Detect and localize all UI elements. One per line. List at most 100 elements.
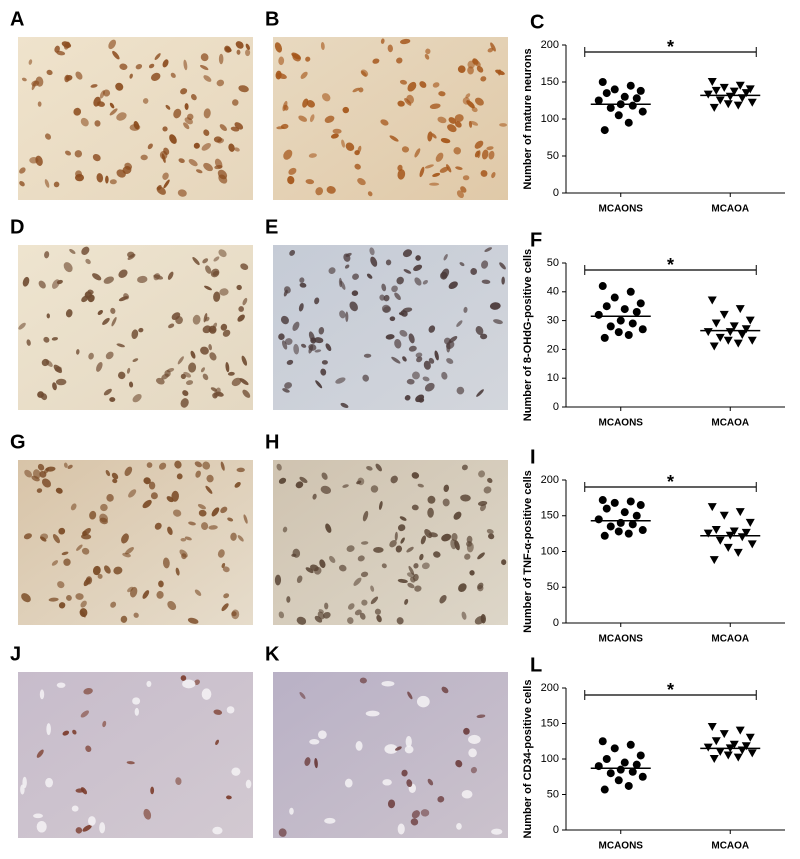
data-point [745,316,755,325]
data-point [707,78,717,86]
cell [241,355,248,366]
cell [97,573,103,579]
cell [127,253,136,260]
cell [298,303,304,312]
cell [487,47,494,53]
cell [203,108,211,119]
cell [446,358,454,364]
cell [424,54,430,60]
cell [75,593,84,600]
cell [238,306,244,312]
cell [128,489,137,498]
data-point [733,339,743,348]
cell [239,378,249,386]
cell [305,179,315,185]
data-point [614,111,623,120]
cell [329,555,336,563]
cell [148,63,155,69]
data-point [620,305,629,314]
vacuole [226,706,235,714]
cell [385,334,395,340]
cell [437,116,447,124]
cell [156,377,165,385]
cell [195,169,203,174]
cell [167,600,177,611]
data-point [610,498,619,507]
cell [495,69,505,76]
vacuole [461,789,473,799]
cell [363,353,372,358]
cell [357,555,365,562]
cell [142,590,150,599]
cell [314,337,324,344]
cell [85,745,92,753]
cell [201,142,211,151]
cell [469,570,475,576]
data-point [709,755,719,763]
data-point [598,496,607,505]
x-tick-label: MCAOA [711,418,749,429]
cell [45,360,53,367]
cell [169,134,177,144]
cell [184,536,192,541]
cell [446,164,452,173]
cell [308,343,317,351]
cell [70,503,77,511]
cell [112,50,120,60]
cell [278,333,285,340]
cell [399,330,408,337]
cell [481,260,489,269]
cell [453,147,462,155]
data-point [723,751,733,760]
cell [75,71,83,80]
data-point [602,89,611,98]
cell [132,358,139,362]
cell [283,289,288,297]
cell [328,267,336,274]
cell [102,720,107,728]
cell [187,617,199,624]
data-point [741,325,751,334]
data-point [600,126,609,135]
data-point [747,749,757,758]
cell [456,386,465,395]
cell [184,103,189,110]
cell [51,279,60,289]
cell [51,560,59,566]
cell [127,586,134,593]
cell [465,93,471,99]
data-point [614,328,623,337]
cell [112,478,118,484]
cell [408,565,415,576]
data-point [620,508,629,517]
cell [80,117,89,127]
vacuole [71,805,79,812]
cell [353,577,362,586]
vacuole [39,689,45,700]
cell [324,115,335,123]
cell [428,357,435,364]
cell [322,611,331,619]
y-tick-label: 100 [541,545,559,557]
cell [156,590,164,599]
cell [380,119,389,126]
cell [372,58,380,64]
cell [361,541,369,545]
cell [75,827,83,834]
cell [414,585,422,592]
cell [217,549,225,558]
cell [208,525,218,530]
cell [434,350,439,361]
cell [287,175,295,185]
data-point [723,336,733,345]
cell [171,490,179,502]
cell [162,557,170,569]
cell [477,150,481,159]
cell [103,388,112,396]
data-point [719,511,729,520]
cell [161,373,169,380]
cell [425,48,431,55]
cell [214,165,223,170]
cell [232,99,239,106]
